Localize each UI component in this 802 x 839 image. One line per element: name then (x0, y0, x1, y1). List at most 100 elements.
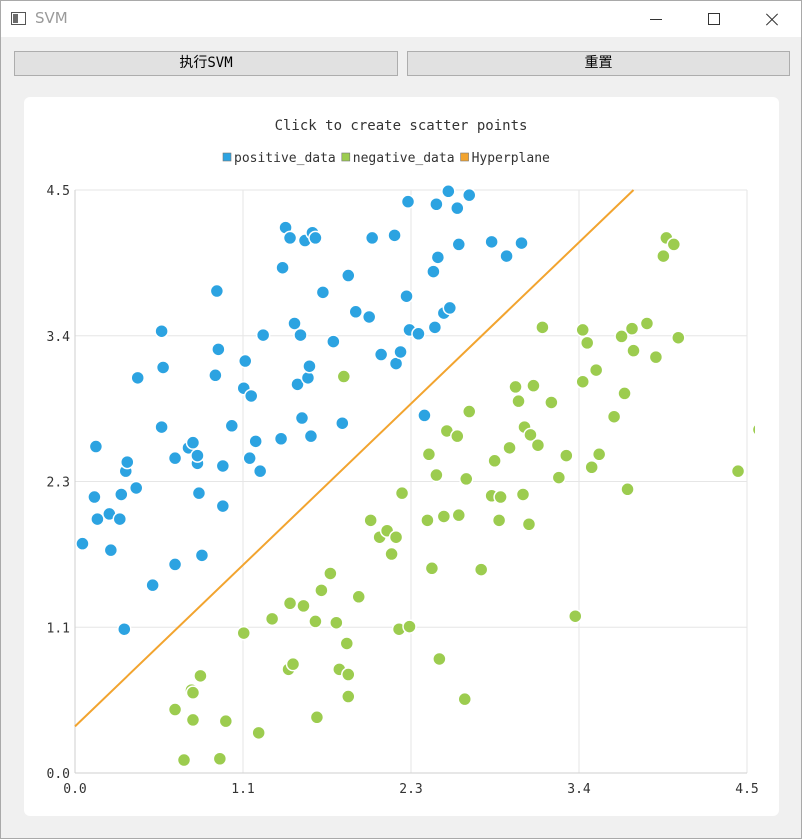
positive-point[interactable] (117, 621, 132, 637)
negative-point[interactable] (339, 636, 355, 651)
negative-point[interactable] (568, 608, 583, 624)
negative-point[interactable] (491, 513, 507, 528)
positive-point[interactable] (484, 234, 499, 250)
positive-point[interactable] (255, 327, 271, 343)
negative-point[interactable] (336, 369, 352, 384)
negative-point[interactable] (591, 447, 607, 462)
positive-point[interactable] (426, 264, 441, 279)
negative-point[interactable] (424, 561, 440, 576)
positive-point[interactable] (308, 230, 323, 246)
negative-point[interactable] (296, 598, 311, 614)
negative-point[interactable] (236, 625, 251, 641)
positive-point[interactable] (252, 463, 268, 479)
positive-point[interactable] (393, 344, 408, 360)
negative-point[interactable] (185, 685, 201, 700)
positive-point[interactable] (348, 304, 363, 320)
positive-point[interactable] (167, 450, 183, 466)
positive-point[interactable] (361, 309, 377, 325)
positive-point[interactable] (300, 370, 316, 386)
positive-point[interactable] (242, 450, 257, 466)
positive-point[interactable] (282, 230, 298, 246)
negative-point[interactable] (285, 656, 301, 672)
negative-point[interactable] (351, 589, 366, 605)
negative-point[interactable] (451, 507, 467, 523)
negative-point[interactable] (487, 453, 502, 469)
negative-point[interactable] (614, 329, 629, 344)
positive-point[interactable] (461, 187, 477, 203)
positive-point[interactable] (400, 194, 416, 209)
legend-item-positive_data[interactable]: positive_data (222, 151, 336, 166)
negative-point[interactable] (584, 459, 599, 475)
positive-point[interactable] (248, 434, 263, 449)
positive-point[interactable] (315, 285, 331, 300)
positive-point[interactable] (442, 300, 458, 316)
positive-point[interactable] (326, 334, 341, 349)
positive-point[interactable] (167, 557, 183, 572)
positive-point[interactable] (194, 548, 210, 563)
positive-point[interactable] (430, 250, 446, 265)
positive-point[interactable] (190, 448, 205, 463)
negative-point[interactable] (341, 689, 356, 704)
positive-point[interactable] (427, 320, 443, 335)
positive-point[interactable] (290, 377, 305, 392)
positive-point[interactable] (128, 480, 144, 496)
positive-point[interactable] (302, 358, 317, 374)
negative-point[interactable] (218, 713, 234, 729)
scatter-chart[interactable]: Click to create scatter points positive_… (24, 97, 779, 816)
negative-point[interactable] (314, 583, 329, 598)
negative-point[interactable] (461, 404, 477, 419)
negative-point[interactable] (526, 378, 541, 393)
legend-item-negative_data[interactable]: negative_data (341, 151, 455, 166)
negative-point[interactable] (185, 712, 201, 728)
negative-point[interactable] (617, 386, 632, 401)
positive-point[interactable] (499, 248, 514, 264)
positive-point[interactable] (211, 342, 226, 357)
negative-point[interactable] (523, 427, 538, 443)
negative-point[interactable] (521, 517, 537, 532)
negative-point[interactable] (559, 448, 574, 463)
negative-point[interactable] (420, 513, 435, 528)
positive-point[interactable] (441, 184, 456, 199)
negative-point[interactable] (251, 725, 266, 741)
negative-point[interactable] (575, 374, 590, 389)
positive-point[interactable] (243, 388, 259, 404)
negative-point[interactable] (530, 437, 546, 453)
close-icon[interactable] (749, 1, 795, 37)
negative-point[interactable] (639, 316, 655, 331)
negative-point[interactable] (579, 335, 595, 351)
negative-point[interactable] (432, 651, 447, 667)
negative-point[interactable] (363, 513, 378, 528)
positive-point[interactable] (275, 260, 290, 275)
negative-point[interactable] (323, 566, 338, 581)
positive-point[interactable] (303, 428, 319, 444)
positive-point[interactable] (145, 577, 160, 593)
positive-point[interactable] (208, 368, 223, 383)
positive-point[interactable] (411, 326, 426, 342)
negative-point[interactable] (671, 330, 686, 345)
positive-point[interactable] (293, 327, 308, 343)
positive-point[interactable] (154, 323, 169, 339)
negative-point[interactable] (421, 447, 437, 462)
negative-point[interactable] (575, 322, 590, 338)
positive-point[interactable] (75, 536, 90, 551)
positive-point[interactable] (335, 415, 350, 431)
title-bar[interactable]: SVM (1, 1, 801, 37)
negative-point[interactable] (212, 751, 228, 766)
negative-point[interactable] (551, 470, 567, 485)
negative-point[interactable] (544, 395, 559, 410)
negative-point[interactable] (511, 393, 526, 409)
negative-point[interactable] (493, 489, 508, 505)
negative-point[interactable] (648, 349, 664, 365)
minimize-icon[interactable] (633, 1, 679, 37)
positive-point[interactable] (387, 228, 402, 243)
positive-point[interactable] (103, 542, 119, 558)
negative-point[interactable] (624, 321, 640, 336)
positive-point[interactable] (341, 268, 356, 283)
positive-point[interactable] (191, 485, 207, 501)
negative-point[interactable] (264, 611, 280, 627)
positive-point[interactable] (287, 316, 302, 331)
positive-point[interactable] (273, 431, 289, 446)
maximize-icon[interactable] (691, 1, 737, 37)
positive-point[interactable] (294, 410, 310, 426)
negative-point[interactable] (535, 320, 550, 335)
